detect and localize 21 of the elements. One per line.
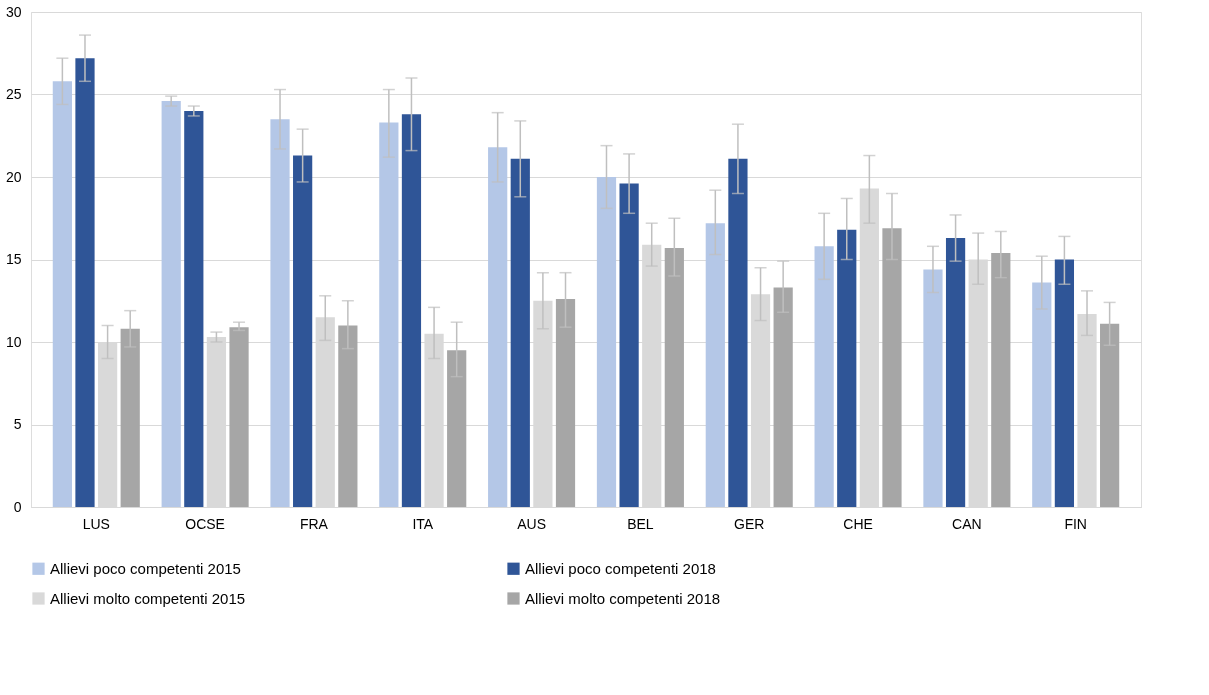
y-tick-label: 15 — [5, 251, 22, 267]
legend-label: Allievi molto competenti 2015 — [50, 589, 246, 607]
x-tick-label: FIN — [1064, 515, 1087, 532]
x-tick-label: LUS — [82, 515, 110, 532]
x-tick-label: CAN — [952, 515, 982, 532]
x-tick-label: ITA — [412, 515, 434, 532]
y-tick-label: 10 — [5, 333, 22, 350]
legend-label: Allievi poco competenti 2018 — [525, 559, 716, 577]
legend-label: Allievi poco competenti 2015 — [50, 559, 241, 577]
legend-label: Allievi molto competenti 2018 — [525, 589, 721, 607]
x-tick-label: BEL — [627, 515, 654, 532]
y-tick-label: 5 — [13, 416, 22, 432]
x-tick-label: OCSE — [185, 515, 225, 532]
x-tick-label: CHE — [843, 515, 873, 532]
x-tick-label: FRA — [299, 515, 329, 532]
x-tick-label: AUS — [517, 515, 546, 532]
y-tick-label: 30 — [5, 3, 22, 20]
y-tick-label: 25 — [5, 86, 22, 102]
y-tick-label: 0 — [13, 498, 22, 515]
x-tick-label: GER — [734, 515, 765, 532]
y-tick-label: 20 — [5, 168, 22, 185]
